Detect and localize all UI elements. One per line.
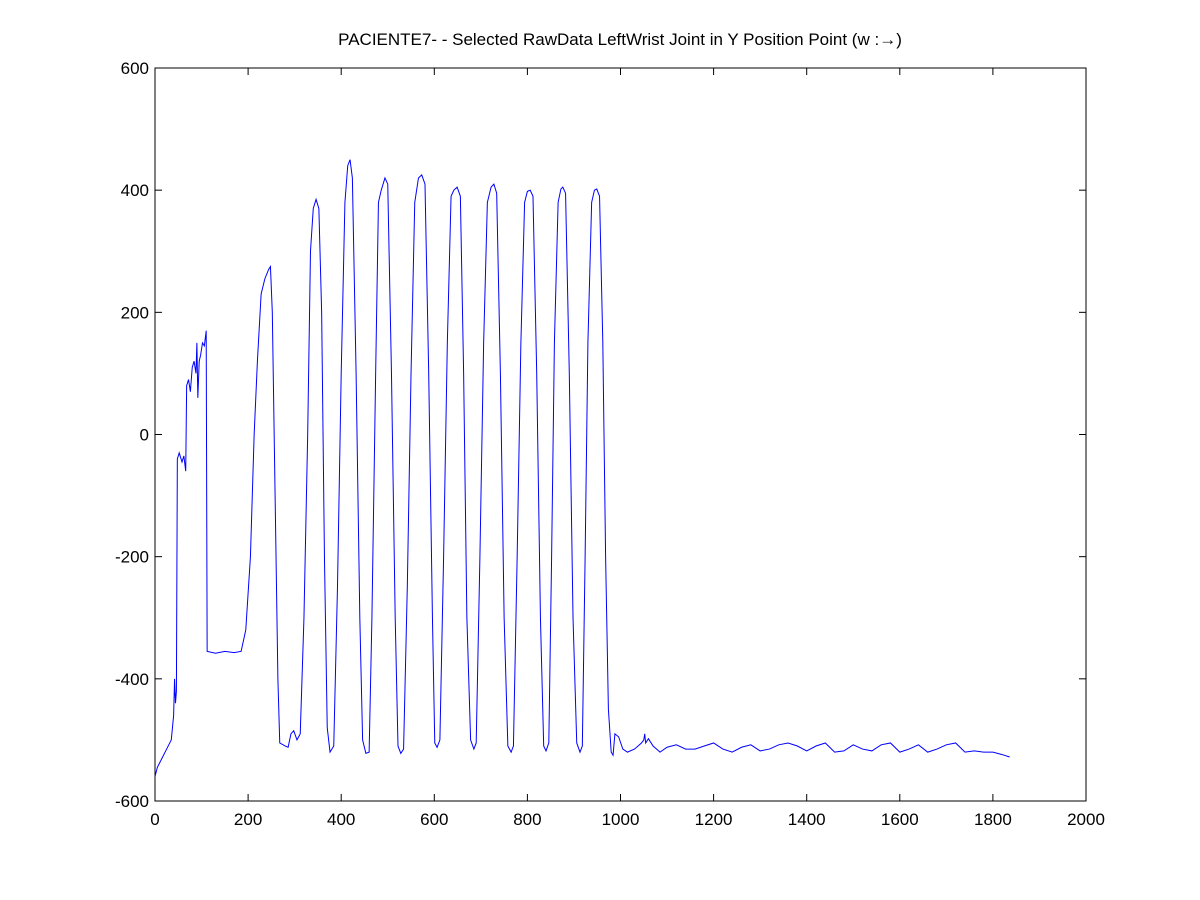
x-tick-label: 600 bbox=[420, 810, 448, 829]
y-tick-label: -600 bbox=[115, 792, 149, 811]
y-tick-label: 200 bbox=[121, 303, 149, 322]
x-tick-label: 0 bbox=[150, 810, 159, 829]
x-tick-label: 1000 bbox=[602, 810, 640, 829]
x-tick-label: 1200 bbox=[695, 810, 733, 829]
x-tick-label: 800 bbox=[513, 810, 541, 829]
y-tick-label: -400 bbox=[115, 670, 149, 689]
x-tick-label: 1400 bbox=[788, 810, 826, 829]
x-tick-label: 200 bbox=[234, 810, 262, 829]
y-tick-label: 600 bbox=[121, 59, 149, 78]
data-line bbox=[154, 159, 1010, 777]
x-tick-label: 1600 bbox=[881, 810, 919, 829]
y-tick-label: 400 bbox=[121, 181, 149, 200]
y-tick-label: 0 bbox=[140, 426, 149, 445]
x-tick-label: 2000 bbox=[1067, 810, 1105, 829]
x-tick-label: 1800 bbox=[974, 810, 1012, 829]
x-tick-label: 400 bbox=[327, 810, 355, 829]
chart-title: PACIENTE7- - Selected RawData LeftWrist … bbox=[338, 30, 902, 49]
y-tick-label: -200 bbox=[115, 548, 149, 567]
